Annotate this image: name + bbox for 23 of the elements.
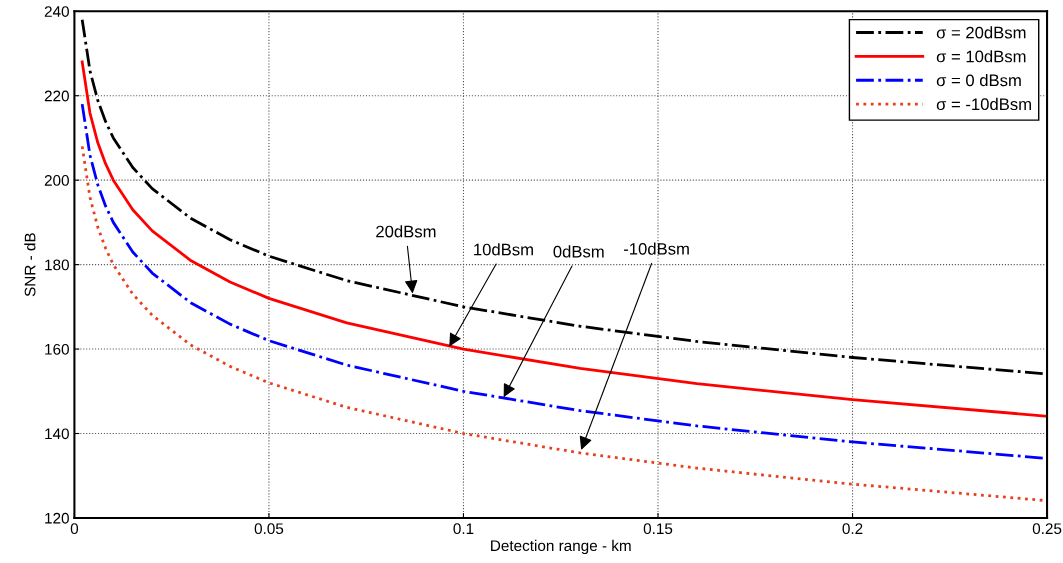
annotation: 10dBsm xyxy=(474,243,533,256)
y-tick-label: 180 xyxy=(45,259,69,271)
legend-label: σ = -10dBsm xyxy=(936,97,1031,111)
y-tick-label: 200 xyxy=(44,175,69,186)
y-axis-title: SNR - dB xyxy=(24,233,36,297)
x-tick-label: 0.1 xyxy=(453,523,474,535)
y-tick-label: 160 xyxy=(45,343,69,355)
annotation: 20dBsm xyxy=(376,225,436,238)
y-tick-label: 120 xyxy=(45,512,69,524)
legend-label: σ = 10dBsm xyxy=(936,50,1026,63)
legend-label: σ = 0 dBsm xyxy=(936,74,1021,87)
x-tick-label: 0 xyxy=(70,523,79,535)
x-tick-label: 0.2 xyxy=(842,523,863,535)
x-tick-label: 0.05 xyxy=(254,523,284,535)
y-tick-label: 140 xyxy=(45,428,69,440)
annotation: 0dBsm xyxy=(553,245,604,258)
annotation: -10dBsm xyxy=(623,242,689,255)
x-axis-title: Detection range - km xyxy=(491,539,631,555)
x-tick-label: 0.25 xyxy=(1032,523,1062,535)
y-tick-label: 240 xyxy=(44,6,69,17)
x-tick-label: 0.15 xyxy=(643,523,673,535)
y-tick-label: 220 xyxy=(44,90,69,102)
legend-label: σ = 20dBsm xyxy=(936,26,1026,39)
